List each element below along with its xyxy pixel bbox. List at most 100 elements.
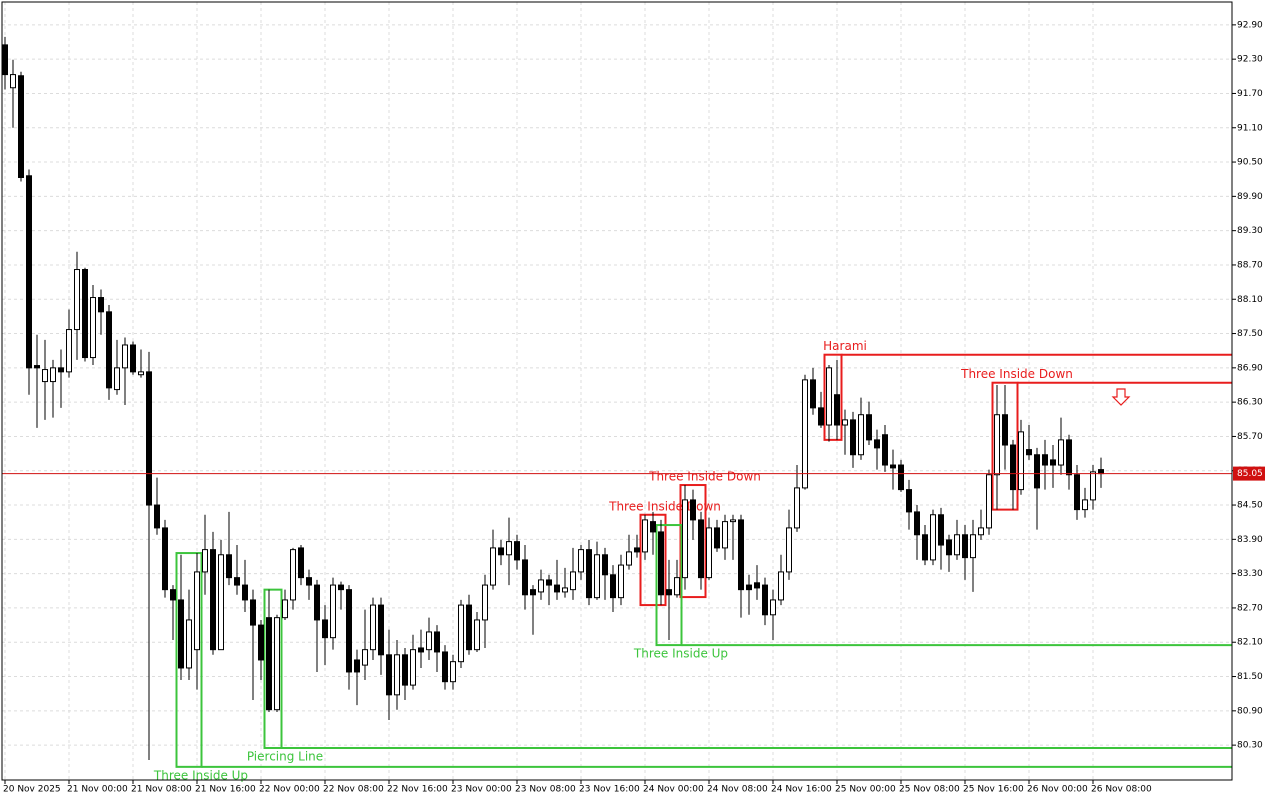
candle-body	[898, 464, 904, 491]
y-tick-label: 80.90	[1237, 706, 1263, 716]
x-tick-label: 22 Nov 16:00	[387, 785, 448, 795]
pattern-box	[991, 381, 1019, 511]
candle-body	[498, 547, 504, 556]
y-tick-label: 83.90	[1237, 535, 1263, 545]
candle-body	[874, 439, 880, 449]
candle-body	[42, 369, 48, 383]
candle-body	[98, 297, 104, 313]
candle-body	[690, 499, 696, 521]
candle-body	[314, 584, 320, 621]
candle-body	[138, 371, 144, 376]
candle-body	[194, 571, 200, 651]
candle-body	[1074, 474, 1080, 511]
candle-body	[1018, 431, 1024, 491]
y-tick-label: 91.10	[1237, 123, 1263, 133]
candle-body	[50, 367, 56, 383]
candle-body	[698, 519, 704, 579]
candle-body	[450, 661, 456, 683]
candle-body	[1098, 469, 1104, 475]
plot-frame	[1, 1, 1233, 781]
pattern-label: Three Inside Up	[153, 768, 248, 782]
candle-body	[954, 534, 960, 556]
x-tick-label: 24 Nov 16:00	[771, 785, 832, 795]
candle-body	[362, 649, 368, 666]
candle-body	[162, 527, 168, 591]
candle-body	[570, 571, 576, 591]
candle-body	[866, 414, 872, 441]
pattern-label: Piercing Line	[247, 749, 323, 763]
candle-body	[410, 649, 416, 686]
candle-body	[970, 534, 976, 559]
candle-body	[706, 527, 712, 579]
candle-body	[298, 547, 304, 579]
pattern-label: Three Inside Up	[633, 647, 728, 661]
x-tick-label: 21 Nov 08:00	[131, 785, 192, 795]
candle-body	[546, 579, 552, 586]
candle-body	[106, 311, 112, 389]
y-tick-label: 92.30	[1237, 55, 1263, 65]
candle-body	[426, 631, 432, 651]
y-tick-label: 89.30	[1237, 226, 1263, 236]
candle-body	[922, 534, 928, 561]
y-tick-label: 88.70	[1237, 260, 1263, 270]
candle-body	[402, 654, 408, 686]
candle-body	[282, 599, 288, 619]
candle-body	[762, 584, 768, 616]
candle-body	[1058, 439, 1064, 466]
candle-body	[354, 659, 360, 673]
candle-body	[146, 371, 152, 506]
x-tick-label: 21 Nov 16:00	[195, 785, 256, 795]
last-price-badge	[1233, 466, 1265, 481]
candle-body	[490, 547, 496, 586]
y-tick-label: 92.90	[1237, 20, 1263, 30]
candle-body	[746, 584, 752, 591]
candle-body	[770, 599, 776, 616]
candle-body	[394, 654, 400, 696]
candle-body	[962, 534, 968, 559]
candle-body	[794, 487, 800, 529]
x-tick-label: 25 Nov 08:00	[899, 785, 960, 795]
candle-body	[778, 571, 784, 601]
candle-body	[562, 587, 568, 593]
y-tick-label: 90.50	[1237, 158, 1263, 168]
candle-body	[914, 511, 920, 536]
candle-body	[386, 654, 392, 696]
candle-body	[1042, 454, 1048, 466]
candle-body	[218, 554, 224, 651]
candle-body	[618, 564, 624, 599]
y-tick-label: 80.30	[1237, 741, 1263, 751]
x-tick-label: 22 Nov 08:00	[323, 785, 384, 795]
x-tick-label: 25 Nov 16:00	[963, 785, 1024, 795]
y-tick-label: 86.30	[1237, 398, 1263, 408]
candle-body	[266, 617, 272, 711]
candle-body	[418, 647, 424, 653]
candle-body	[434, 631, 440, 653]
x-tick-label: 22 Nov 00:00	[259, 785, 320, 795]
candle-body	[610, 574, 616, 599]
candle-body	[586, 549, 592, 599]
candle-body	[250, 599, 256, 626]
candle-body	[674, 577, 680, 596]
candle-body	[346, 589, 352, 673]
candle-body	[10, 74, 16, 89]
pattern-box	[823, 353, 843, 441]
candle-body	[1026, 449, 1032, 456]
patterns: Three Inside Up Piercing Line Three Inside…	[153, 339, 1232, 782]
candle-body	[978, 527, 984, 536]
candle-body	[130, 344, 136, 373]
candle-body	[634, 547, 640, 553]
pattern-label: Three Inside Down	[960, 367, 1073, 381]
candle-body	[658, 531, 664, 596]
candle-body	[818, 407, 824, 426]
candle-body	[530, 589, 536, 596]
candle-body	[1002, 414, 1008, 446]
x-tick-label: 24 Nov 00:00	[643, 785, 704, 795]
candle-body	[1050, 459, 1056, 466]
y-tick-label: 82.70	[1237, 603, 1263, 613]
y-tick-label: 88.10	[1237, 295, 1263, 305]
candle-body	[114, 367, 120, 391]
candle-body	[906, 489, 912, 513]
